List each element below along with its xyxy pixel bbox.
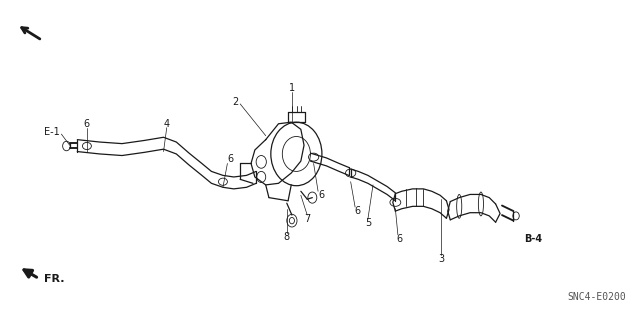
Text: 2: 2 (232, 97, 239, 107)
Text: E-1: E-1 (44, 127, 60, 137)
Text: 5: 5 (365, 218, 371, 228)
Text: 3: 3 (438, 254, 444, 264)
Text: B-4: B-4 (524, 234, 543, 244)
Text: 6: 6 (84, 119, 90, 129)
Text: 8: 8 (284, 232, 290, 241)
Text: 6: 6 (318, 190, 324, 200)
Text: 1: 1 (289, 83, 295, 93)
Text: FR.: FR. (44, 274, 65, 284)
Text: 6: 6 (354, 206, 360, 216)
Text: 6: 6 (228, 154, 234, 165)
Text: 6: 6 (397, 234, 403, 244)
Text: 4: 4 (164, 119, 170, 129)
Text: SNC4-E0200: SNC4-E0200 (568, 293, 627, 302)
Text: 7: 7 (304, 214, 310, 224)
